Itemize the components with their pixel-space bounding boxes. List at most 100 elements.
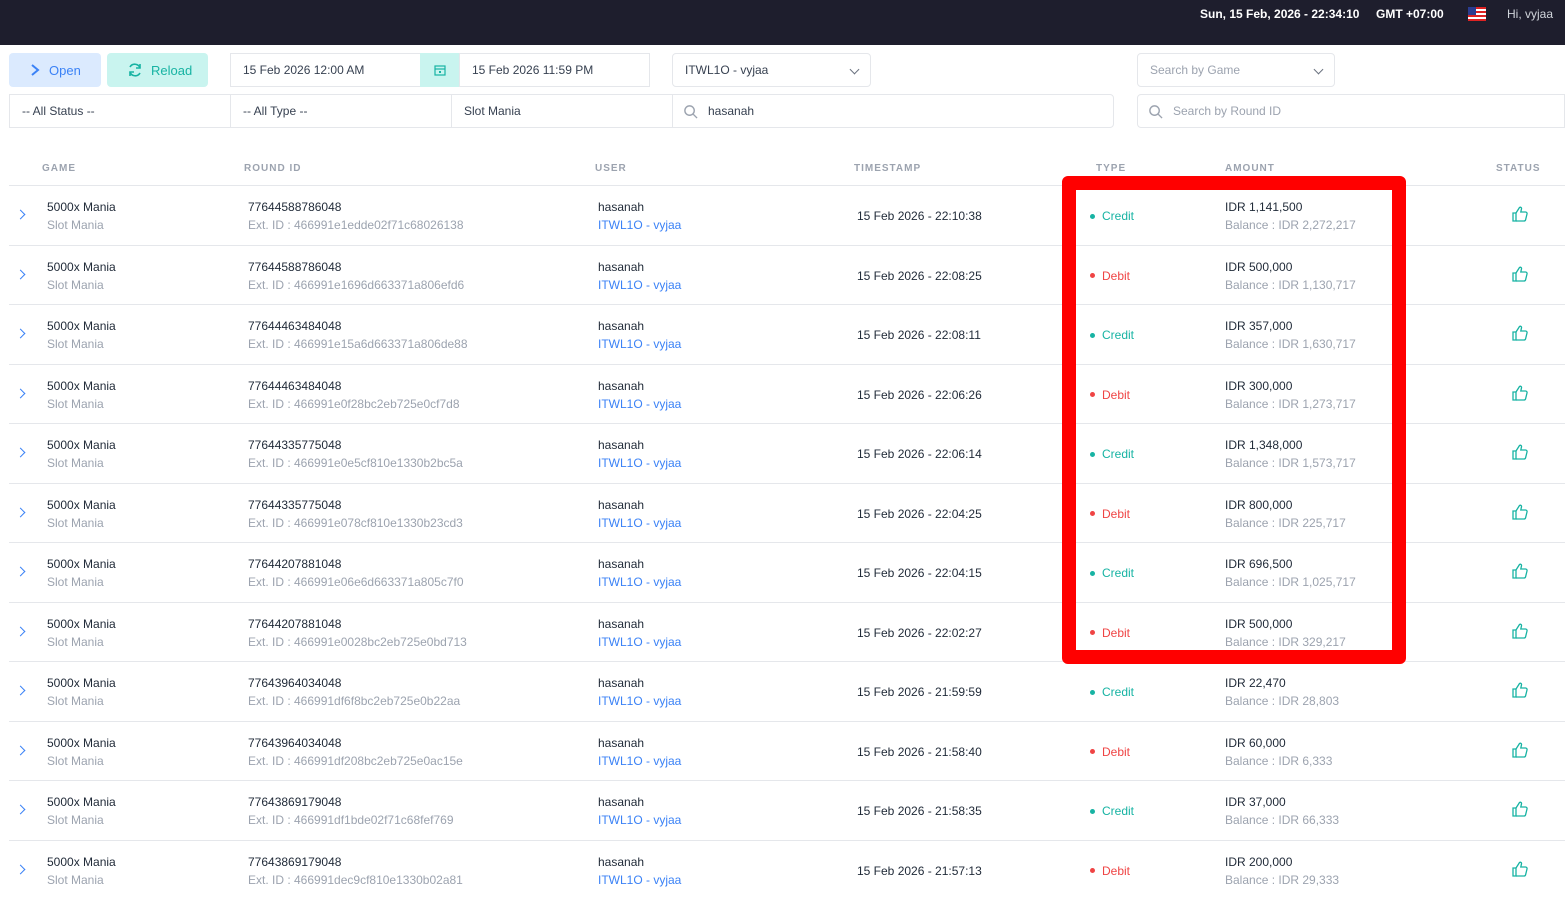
- thumbs-up-icon[interactable]: [1511, 503, 1529, 521]
- expand-chevron-icon[interactable]: [15, 388, 26, 398]
- user-agent-link[interactable]: ITWL1O - vyjaa: [598, 753, 682, 768]
- balance: Balance : IDR 1,630,717: [1225, 337, 1356, 351]
- thumbs-up-icon[interactable]: [1511, 681, 1529, 699]
- expand-chevron-icon[interactable]: [15, 447, 26, 458]
- chevron-down-icon: [849, 64, 860, 75]
- expand-chevron-icon[interactable]: [15, 864, 26, 874]
- game-name: 5000x Mania: [47, 616, 116, 631]
- type-dot-icon: [1090, 570, 1095, 576]
- user-name: hasanah: [598, 557, 645, 571]
- table-row[interactable]: 5000x Mania Slot Mania 77643964034048 Ex…: [9, 720, 1565, 781]
- expand-chevron-icon[interactable]: [15, 328, 26, 339]
- round-id-search-input[interactable]: Search by Round ID: [1137, 94, 1565, 128]
- column-header-amount: AMOUNT: [1225, 163, 1275, 174]
- table-row[interactable]: 5000x Mania Slot Mania 77643869179048 Ex…: [9, 839, 1565, 899]
- balance: Balance : IDR 6,333: [1225, 753, 1333, 768]
- balance: Balance : IDR 1,573,717: [1225, 456, 1356, 470]
- round-id: 77643964034048: [248, 735, 342, 750]
- provider-select[interactable]: Slot Mania: [451, 94, 673, 128]
- table-row[interactable]: 5000x Mania Slot Mania 77644463484048 Ex…: [9, 304, 1565, 364]
- balance: Balance : IDR 1,130,717: [1225, 277, 1356, 292]
- thumbs-up-icon[interactable]: [1511, 562, 1529, 580]
- round-id: 77644463484048: [248, 319, 342, 333]
- agent-select[interactable]: ITWL1O - vyjaa: [672, 53, 871, 87]
- user-agent-link[interactable]: ITWL1O - vyjaa: [598, 277, 682, 292]
- round-id: 77644588786048: [248, 200, 342, 214]
- calendar-button[interactable]: [420, 53, 459, 87]
- external-id: Ext. ID : 466991e0f28bc2eb725e0cf7d8: [248, 396, 460, 411]
- table-row[interactable]: 5000x Mania Slot Mania 77643964034048 Ex…: [9, 661, 1565, 721]
- thumbs-up-icon[interactable]: [1511, 860, 1529, 878]
- date-from-input[interactable]: 15 Feb 2026 12:00 AM: [230, 53, 421, 87]
- transaction-type-label: Credit: [1102, 566, 1135, 580]
- game-provider: Slot Mania: [47, 337, 104, 351]
- table-row[interactable]: 5000x Mania Slot Mania 77644335775048 Ex…: [9, 423, 1565, 483]
- round-id: 77644207881048: [248, 557, 342, 571]
- column-header-status: STATUS: [1496, 163, 1541, 174]
- user-agent-link[interactable]: ITWL1O - vyjaa: [598, 337, 682, 351]
- user-agent-link[interactable]: ITWL1O - vyjaa: [598, 515, 682, 530]
- thumbs-up-icon[interactable]: [1511, 324, 1529, 342]
- timestamp: 15 Feb 2026 - 22:10:38: [857, 209, 982, 223]
- timezone-label[interactable]: GMT +07:00: [1376, 7, 1444, 21]
- expand-chevron-icon[interactable]: [15, 745, 26, 755]
- table-row[interactable]: 5000x Mania Slot Mania 77644588786048 Ex…: [9, 185, 1565, 245]
- user-agent-link[interactable]: ITWL1O - vyjaa: [598, 694, 682, 708]
- transaction-type: Credit: [1090, 566, 1134, 580]
- game-name: 5000x Mania: [47, 497, 116, 512]
- transaction-type-label: Credit: [1102, 447, 1135, 461]
- user-search-input[interactable]: hasanah: [672, 94, 1114, 128]
- table-row[interactable]: 5000x Mania Slot Mania 77644463484048 Ex…: [9, 363, 1565, 424]
- thumbs-up-icon[interactable]: [1511, 800, 1529, 818]
- type-dot-icon: [1090, 808, 1095, 814]
- table-row[interactable]: 5000x Mania Slot Mania 77643869179048 Ex…: [9, 780, 1565, 840]
- user-agent-link[interactable]: ITWL1O - vyjaa: [598, 634, 682, 649]
- user-agent-link[interactable]: ITWL1O - vyjaa: [598, 575, 682, 589]
- thumbs-up-icon[interactable]: [1511, 384, 1529, 402]
- table-row[interactable]: 5000x Mania Slot Mania 77644207881048 Ex…: [9, 601, 1565, 662]
- user-agent-link[interactable]: ITWL1O - vyjaa: [598, 218, 682, 232]
- thumbs-up-icon[interactable]: [1511, 205, 1529, 223]
- transaction-type: Debit: [1090, 626, 1130, 640]
- status-select[interactable]: -- All Status --: [9, 94, 231, 128]
- expand-chevron-icon[interactable]: [15, 626, 26, 636]
- user-agent-link[interactable]: ITWL1O - vyjaa: [598, 813, 682, 827]
- expand-chevron-icon[interactable]: [15, 685, 26, 696]
- thumbs-up-icon[interactable]: [1511, 443, 1529, 461]
- expand-chevron-icon[interactable]: [15, 507, 26, 517]
- expand-chevron-icon[interactable]: [15, 804, 26, 815]
- game-name: 5000x Mania: [47, 319, 116, 333]
- type-dot-icon: [1090, 868, 1095, 873]
- table-row[interactable]: 5000x Mania Slot Mania 77644335775048 Ex…: [9, 482, 1565, 543]
- expand-chevron-icon[interactable]: [15, 269, 26, 279]
- game-name: 5000x Mania: [47, 854, 116, 869]
- game-search-select[interactable]: Search by Game: [1137, 53, 1335, 87]
- open-button[interactable]: Open: [9, 53, 101, 87]
- game-name: 5000x Mania: [47, 676, 116, 690]
- column-header-user: USER: [595, 163, 627, 174]
- user-agent-link[interactable]: ITWL1O - vyjaa: [598, 396, 682, 411]
- game-name: 5000x Mania: [47, 438, 116, 452]
- expand-chevron-icon[interactable]: [15, 566, 26, 577]
- reload-button[interactable]: Reload: [107, 53, 208, 87]
- game-provider: Slot Mania: [47, 575, 104, 589]
- user-agent-link[interactable]: ITWL1O - vyjaa: [598, 872, 682, 887]
- timestamp: 15 Feb 2026 - 22:02:27: [857, 625, 982, 640]
- thumbs-up-icon[interactable]: [1511, 265, 1529, 283]
- open-button-label: Open: [49, 62, 81, 78]
- game-name: 5000x Mania: [47, 735, 116, 750]
- balance: Balance : IDR 1,273,717: [1225, 396, 1356, 411]
- us-flag-icon[interactable]: [1468, 7, 1486, 21]
- user-greeting[interactable]: Hi, vyjaa: [1507, 7, 1554, 21]
- type-dot-icon: [1090, 273, 1095, 278]
- user-agent-link[interactable]: ITWL1O - vyjaa: [598, 456, 682, 470]
- table-row[interactable]: 5000x Mania Slot Mania 77644207881048 Ex…: [9, 542, 1565, 602]
- thumbs-up-icon[interactable]: [1511, 622, 1529, 640]
- round-id: 77644335775048: [248, 497, 342, 512]
- expand-chevron-icon[interactable]: [15, 209, 26, 220]
- amount: IDR 500,000: [1225, 616, 1293, 631]
- type-select[interactable]: -- All Type --: [230, 94, 452, 128]
- thumbs-up-icon[interactable]: [1511, 741, 1529, 759]
- date-to-input[interactable]: 15 Feb 2026 11:59 PM: [459, 53, 650, 87]
- table-row[interactable]: 5000x Mania Slot Mania 77644588786048 Ex…: [9, 244, 1565, 305]
